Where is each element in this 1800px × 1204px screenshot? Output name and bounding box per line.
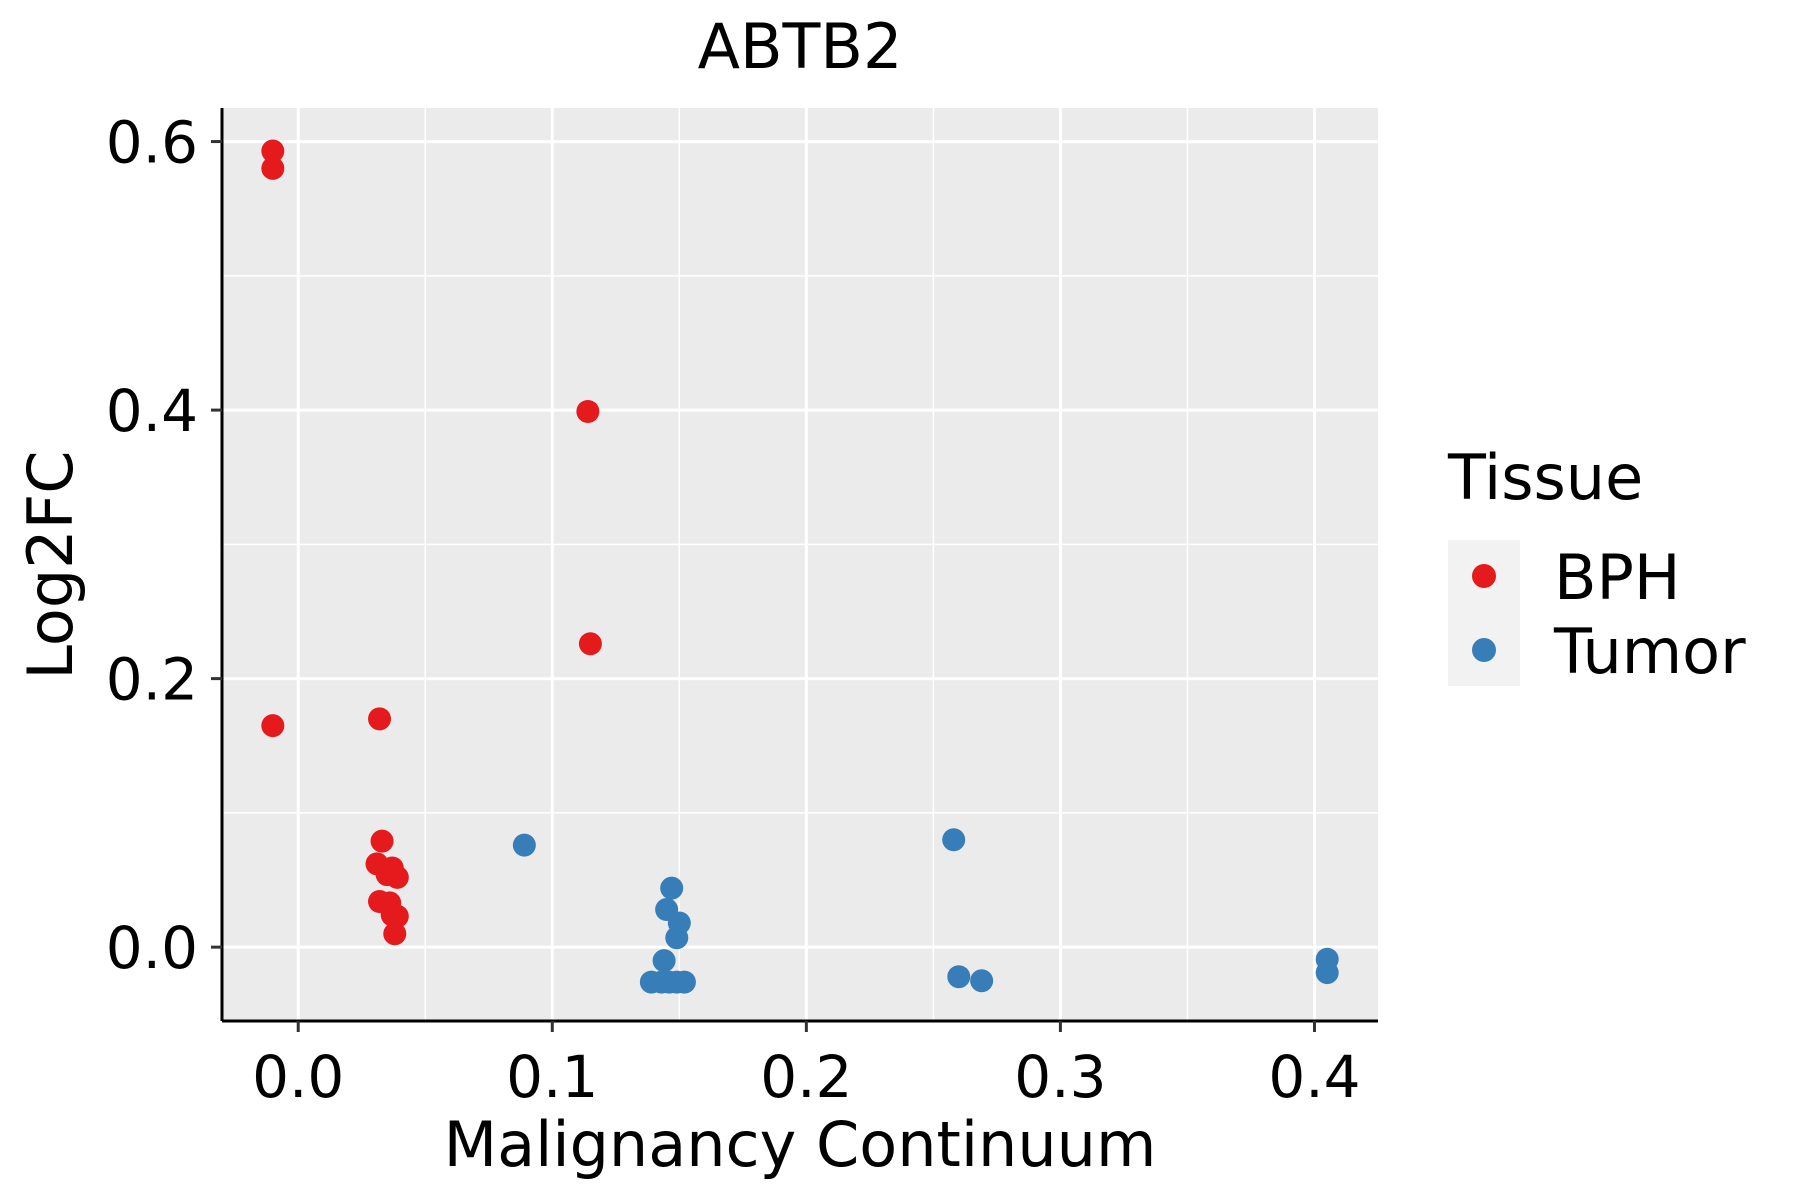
x-tick-label-0: 0.0 xyxy=(252,1043,344,1111)
grid-major xyxy=(222,108,1378,1021)
legend-key-bph xyxy=(1472,564,1496,588)
x-tick-label-1: 0.1 xyxy=(506,1043,598,1111)
point-tumor-1 xyxy=(660,876,684,900)
point-tumor-10 xyxy=(672,970,696,994)
legend-label-bph: BPH xyxy=(1554,541,1681,614)
point-bph-4 xyxy=(578,632,602,656)
x-tick-label-3: 0.3 xyxy=(1014,1043,1106,1111)
point-bph-5 xyxy=(368,707,392,731)
point-tumor-15 xyxy=(1315,961,1339,985)
legend-key-background xyxy=(1448,540,1520,686)
y-tick-label-1: 0.2 xyxy=(106,646,198,714)
y-tick-label-0: 0.0 xyxy=(106,914,198,982)
point-tumor-12 xyxy=(947,965,971,989)
point-bph-2 xyxy=(261,714,285,738)
plot-panel xyxy=(222,108,1378,1021)
point-bph-10 xyxy=(385,865,409,889)
y-axis-label: Log2FC xyxy=(14,450,87,679)
x-tick-label-2: 0.2 xyxy=(760,1043,852,1111)
grid-minor xyxy=(222,108,1378,1021)
point-bph-14 xyxy=(385,904,409,928)
chart-title: ABTB2 xyxy=(698,10,903,83)
data-points xyxy=(261,139,1339,994)
point-bph-6 xyxy=(370,829,394,853)
legend: Tissue BPH Tumor xyxy=(1447,441,1746,688)
y-tick-label-3: 0.6 xyxy=(106,109,198,177)
legend-title: Tissue xyxy=(1447,441,1643,514)
point-tumor-5 xyxy=(652,949,676,973)
x-tick-label-4: 0.4 xyxy=(1268,1043,1360,1111)
point-bph-3 xyxy=(576,399,600,423)
y-tick-label-2: 0.4 xyxy=(106,377,198,445)
point-tumor-0 xyxy=(512,833,536,857)
point-bph-15 xyxy=(383,922,407,946)
point-bph-1 xyxy=(261,156,285,180)
legend-key-tumor xyxy=(1472,638,1496,662)
x-ticks: 0.0 0.1 0.2 0.3 0.4 xyxy=(252,1021,1361,1111)
legend-label-tumor: Tumor xyxy=(1553,615,1746,688)
y-ticks: 0.0 0.2 0.4 0.6 xyxy=(106,109,222,982)
point-bph-0 xyxy=(261,139,285,163)
point-tumor-11 xyxy=(942,828,966,852)
point-tumor-13 xyxy=(970,969,994,993)
x-axis-label: Malignancy Continuum xyxy=(444,1108,1157,1181)
point-tumor-4 xyxy=(665,926,689,950)
